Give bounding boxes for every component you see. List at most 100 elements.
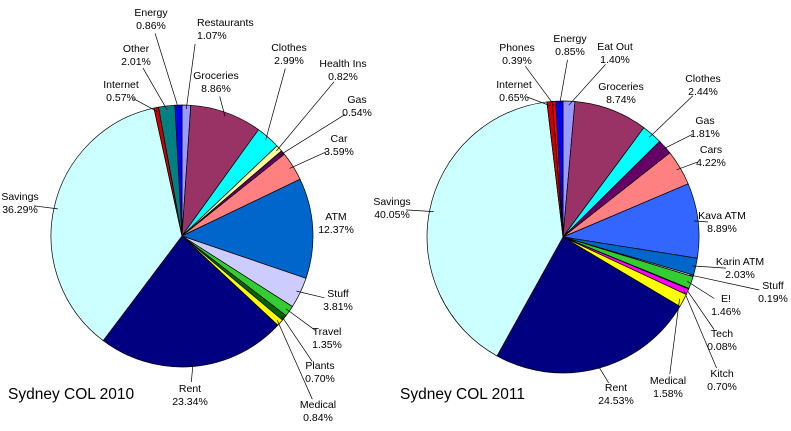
slice-label-value: 0.86% [136,20,166,32]
slice-label-name: Gas [695,115,714,127]
slice-label-name: Phones [499,42,535,54]
leader-line-car [289,151,327,169]
slice-label-name: Tech [711,328,733,340]
leader-line-eat-out [568,64,606,106]
leader-line-cars [676,161,699,171]
slice-label-name: Internet [103,79,139,91]
slice-label-value: 1.35% [312,339,342,351]
slice-label-value: 23.34% [172,396,208,408]
slice-label-kava-atm: Kava ATM 8.89% [698,210,746,235]
pie-slice-rent [102,235,279,368]
leader-line-clothes [649,95,694,138]
slice-label-groceries: Groceries 8.86% [193,70,239,95]
slice-label-value: 40.05% [374,209,410,221]
slice-label-name: Karin ATM [716,256,764,268]
slice-label-atm: ATM 12.37% [318,211,354,236]
pie-slice-energy [174,104,183,237]
slice-label-name: Kava ATM [698,210,746,222]
leader-line-karin-atm [691,265,727,269]
leader-line-clothes [265,68,286,141]
leader-line-restaurants [185,43,196,110]
slice-label-value: 3.81% [323,301,353,313]
slice-label-car: Car 3.59% [324,133,354,158]
slice-label-value: 1.40% [600,54,630,66]
slice-label-savings: Savings 40.05% [373,196,410,221]
slice-label-value: 0.85% [555,46,585,58]
slice-label-energy: Energy 0.85% [553,33,587,58]
slice-label-name: E! [721,293,731,305]
slice-label-name: Gas [347,94,366,106]
slice-label-name: Savings [1,191,38,203]
slice-label-value: 3.59% [324,146,354,158]
leader-line-gas [661,133,693,151]
slice-label-value: 1.07% [197,30,227,42]
slice-label-name: Rent [179,383,201,395]
slice-label-value: 4.22% [696,157,726,169]
leader-line-energy [154,33,179,110]
slice-label-internet: Internet 0.65% [496,79,532,104]
leader-line-gas [279,114,346,156]
pie-slice-rent [496,236,681,374]
slice-label-phones: Phones 0.39% [499,42,535,67]
slice-label-name: Plants [305,360,334,372]
slice-label-plants: Plants 0.70% [305,360,335,385]
leader-line-rent [597,364,609,384]
slice-label-value: 1.58% [653,388,683,400]
slice-label-rent: Rent 24.53% [598,382,634,407]
leader-line-rent [190,362,194,383]
slice-label-value: 24.53% [598,395,634,407]
slice-label-medical: Medical 0.84% [300,399,336,424]
leader-line-tech [684,287,715,330]
leader-line-health-ins [276,81,335,152]
slice-label-value: 0.65% [499,92,529,104]
slice-label-rent: Rent 23.34% [172,383,208,408]
slice-label-value: 2.44% [688,86,718,98]
slice-label-gas: Gas 1.81% [690,115,720,140]
slice-label-cars: Cars 4.22% [696,144,726,169]
slice-label-value: 0.39% [502,55,532,67]
slice-label-value: 1.46% [711,306,741,318]
slice-label-value: 1.81% [690,128,720,140]
leader-line-savings [33,205,58,210]
slice-label-name: Car [331,133,348,145]
slice-label-value: 2.99% [274,55,304,67]
slice-label-name: Restaurants [197,17,254,29]
slice-label-name: Energy [553,33,587,45]
slice-label-value: 0.54% [342,107,372,119]
leader-line-e- [687,281,715,299]
slice-label-name: Medical [300,399,336,411]
slice-label-value: 2.03% [725,269,755,281]
slice-label-value: 0.57% [106,92,136,104]
slice-label-value: 36.29% [2,204,38,216]
pie-chart-2011: Eat Out 1.40% Groceries 8.74% Clothes 2.44% Ga… [373,33,788,407]
slice-label-value: 8.89% [707,223,737,235]
slice-label-savings: Savings 36.29% [1,191,38,216]
slice-label-gas: Gas 0.54% [342,94,372,119]
slice-label-name: Rent [605,382,627,394]
slice-label-value: 0.82% [328,71,358,83]
slice-label-value: 0.70% [707,381,737,393]
slice-label-travel: Travel 1.35% [312,326,342,351]
slice-label-health-ins: Health Ins 0.82% [319,58,366,83]
slice-label-stuff: Stuff 0.19% [758,280,788,305]
slice-label-name: Clothes [685,73,721,85]
slice-label-kitch: Kitch 0.70% [707,368,737,393]
slice-label-name: Health Ins [319,58,366,70]
slice-label-value: 0.19% [758,293,788,305]
pie-slice-savings [426,101,564,357]
slice-label-name: Savings [373,196,410,208]
leader-line-plants [280,315,313,362]
leader-line-phones [525,65,555,106]
leader-line-stuff [296,290,325,299]
slice-label-groceries: Groceries 8.74% [598,81,644,106]
slice-label-clothes: Clothes 2.99% [271,42,307,67]
slice-label-clothes: Clothes 2.44% [685,73,721,98]
leader-line-internet [526,96,551,107]
slice-label-other: Other 2.01% [121,43,151,68]
leader-line-stuff [689,274,760,291]
slice-label-name: Clothes [271,42,307,54]
slice-label-name: Other [123,43,150,55]
slice-label-name: Groceries [193,70,239,82]
slice-label-value: 0.08% [707,341,737,353]
